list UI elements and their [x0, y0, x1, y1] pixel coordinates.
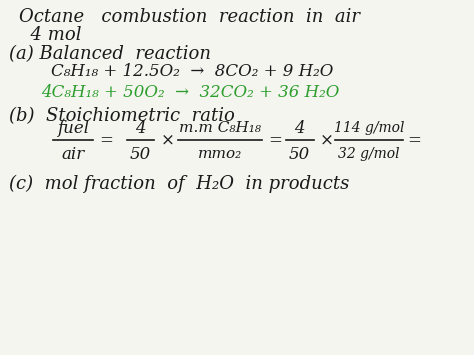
Text: mmo₂: mmo₂ — [198, 147, 242, 161]
Text: 4: 4 — [135, 120, 146, 137]
Text: (a) Balanced  reaction: (a) Balanced reaction — [9, 45, 211, 63]
Text: 50: 50 — [289, 146, 310, 163]
Text: 32 g/mol: 32 g/mol — [338, 147, 400, 161]
Text: 114 g/mol: 114 g/mol — [334, 121, 404, 135]
Text: 4C₈H₁₈ + 50O₂  →  32CO₂ + 36 H₂O: 4C₈H₁₈ + 50O₂ → 32CO₂ + 36 H₂O — [41, 84, 339, 101]
Text: =: = — [268, 132, 282, 149]
Text: 4: 4 — [294, 120, 305, 137]
Text: C₈H₁₈ + 12.5O₂  →  8CO₂ + 9 H₂O: C₈H₁₈ + 12.5O₂ → 8CO₂ + 9 H₂O — [51, 63, 334, 80]
Text: 50: 50 — [130, 146, 151, 163]
Text: m.m C₈H₁₈: m.m C₈H₁₈ — [179, 121, 261, 135]
Text: =: = — [99, 132, 113, 149]
Text: (c)  mol fraction  of  H₂O  in products: (c) mol fraction of H₂O in products — [9, 175, 350, 193]
Text: ×: × — [161, 132, 174, 149]
Text: (b)  Stoichiometric  ratio: (b) Stoichiometric ratio — [9, 108, 235, 126]
Text: =: = — [407, 132, 421, 149]
Text: air: air — [61, 146, 84, 163]
Text: Octane   combustion  reaction  in  air: Octane combustion reaction in air — [19, 8, 360, 26]
Text: fuel: fuel — [57, 120, 89, 137]
Text: ×: × — [319, 132, 333, 149]
Text: 4 mol: 4 mol — [19, 26, 82, 44]
